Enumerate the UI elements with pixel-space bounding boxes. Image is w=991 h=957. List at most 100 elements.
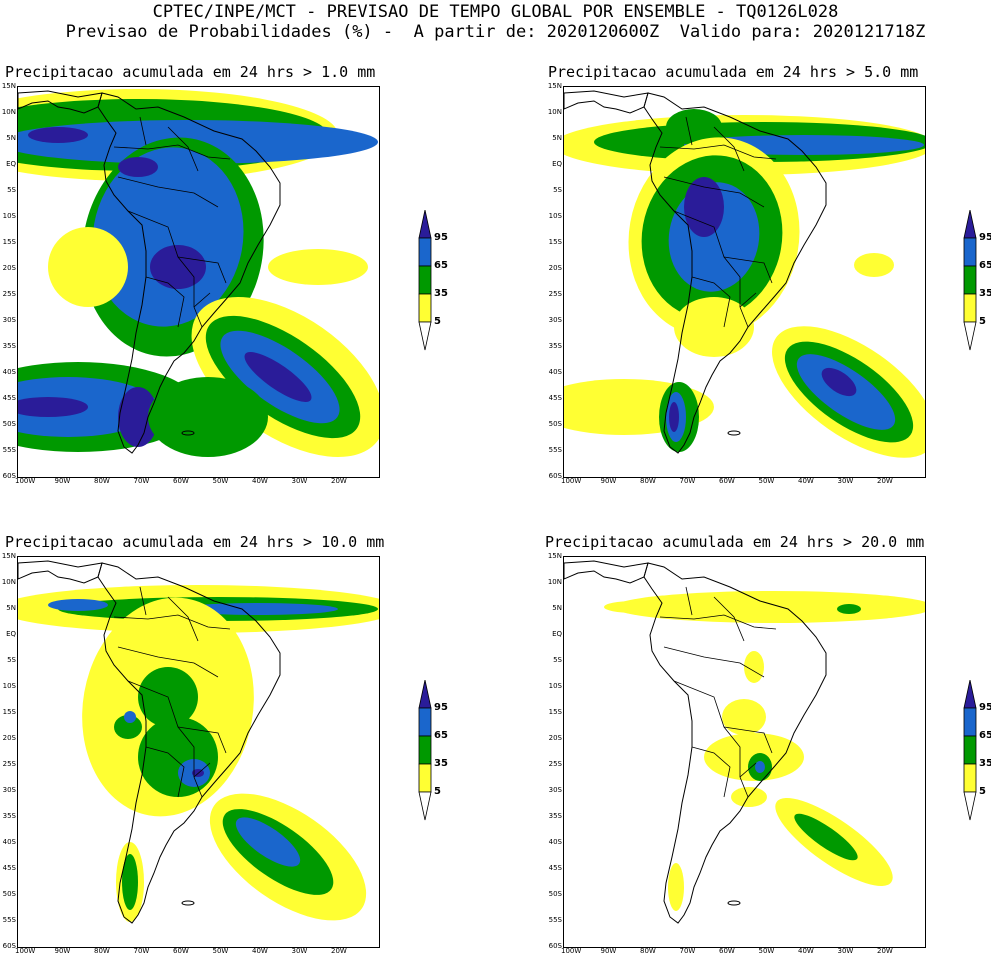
lat-tick-label: 30S [548, 786, 562, 794]
country-border [691, 276, 731, 328]
probability-area [837, 604, 861, 614]
colorbar-level-label: 65 [979, 730, 991, 741]
lat-tick-label: 30S [2, 786, 16, 794]
probability-area [604, 601, 664, 613]
map-canvas [18, 560, 379, 924]
lon-tick-label: 90W [54, 477, 71, 485]
probability-area [122, 854, 138, 910]
country-border [113, 144, 231, 160]
coastline [643, 562, 827, 924]
probability-area [854, 253, 894, 277]
country-border [145, 276, 185, 328]
lat-tick-label: 55S [548, 916, 562, 924]
country-border [177, 726, 227, 754]
probability-area [744, 651, 764, 683]
country-border [663, 646, 765, 678]
country-border [145, 746, 185, 798]
country-border [685, 586, 693, 616]
lat-tick-label: 25S [548, 290, 562, 298]
probability-area [674, 297, 754, 357]
lon-tick-label: 30W [837, 947, 854, 955]
lon-tick-label: 30W [837, 477, 854, 485]
panel-title: Precipitacao acumulada em 24 hrs > 20.0 … [545, 533, 925, 551]
lon-tick-label: 90W [600, 477, 617, 485]
lat-tick-label: 50S [2, 420, 16, 428]
lat-tick-label: 60S [2, 472, 16, 480]
lat-tick-label: 15S [2, 238, 16, 246]
lon-tick-label: 20W [877, 477, 893, 485]
coastline [18, 90, 103, 114]
lat-tick-label: 10N [1, 578, 16, 586]
colorbar-level-label: 95 [434, 702, 448, 713]
lat-tick-label: 60S [548, 942, 562, 950]
lat-tick-label: 10N [547, 108, 562, 116]
map-canvas [18, 89, 379, 457]
country-border [685, 116, 693, 146]
coastline [18, 560, 103, 584]
colorbar-level-label: 65 [434, 730, 448, 741]
lat-tick-label: 50S [548, 420, 562, 428]
lon-tick-label: 60W [173, 477, 189, 485]
lat-tick-label: 15N [547, 82, 562, 90]
lat-tick-label: 40S [548, 368, 562, 376]
lat-tick-label: 25S [2, 760, 16, 768]
lon-tick-label: 60W [719, 947, 735, 955]
lat-tick-label: EQ [552, 630, 562, 638]
lat-tick-label: 25S [548, 760, 562, 768]
lat-tick-label: 60S [2, 942, 16, 950]
probability-area [722, 699, 766, 735]
country-border [659, 144, 777, 160]
lat-tick-label: 30S [2, 316, 16, 324]
lat-tick-label: 15N [1, 552, 16, 560]
lon-tick-label: 40W [798, 477, 814, 485]
coastline [564, 560, 649, 584]
lon-tick-label: 30W [291, 477, 308, 485]
probability-area [92, 147, 244, 327]
probability-area [18, 397, 88, 417]
country-border [663, 176, 765, 208]
colorbar-level-label: 65 [979, 260, 991, 271]
colorbar-level-label: 95 [979, 232, 991, 243]
lat-tick-label: 45S [548, 394, 562, 402]
lon-tick-label: 100W [561, 477, 582, 485]
coastline [727, 430, 741, 436]
colorbar-level-label: 35 [979, 758, 991, 769]
probability-area [124, 711, 136, 723]
lat-tick-label: 40S [2, 838, 16, 846]
probability-area [794, 813, 858, 861]
lon-tick-label: 60W [173, 947, 189, 955]
country-border [139, 116, 147, 146]
country-border [739, 762, 757, 798]
lat-tick-label: 45S [2, 864, 16, 872]
lat-tick-label: 45S [548, 864, 562, 872]
lon-tick-label: 70W [133, 477, 150, 485]
lat-tick-label: 20S [548, 264, 562, 272]
probability-area [48, 227, 128, 307]
lat-tick-label: 5S [7, 186, 16, 194]
lat-tick-label: 10S [548, 682, 562, 690]
country-border [113, 614, 231, 630]
lon-tick-label: 50W [212, 947, 229, 955]
probability-area [668, 863, 684, 911]
probability-area [28, 127, 88, 143]
country-border [691, 746, 731, 798]
lon-tick-label: 80W [94, 477, 110, 485]
colorbar-level-label: 35 [434, 288, 448, 299]
lon-tick-label: 60W [719, 477, 735, 485]
lon-tick-label: 40W [798, 947, 814, 955]
country-border [713, 126, 745, 172]
lon-tick-label: 70W [679, 947, 696, 955]
colorbar-graphic [963, 210, 977, 351]
figure-title-line-1: CPTEC/INPE/MCT - PREVISAO DE TEMPO GLOBA… [152, 2, 839, 22]
lat-tick-label: 5S [7, 656, 16, 664]
lat-tick-label: 35S [548, 342, 562, 350]
country-border [193, 762, 211, 798]
colorbar-level-label: 35 [434, 758, 448, 769]
lat-tick-label: 10S [2, 682, 16, 690]
probability-area [666, 109, 722, 145]
lon-tick-label: 100W [15, 477, 36, 485]
country-border [723, 256, 773, 284]
lat-tick-label: 20S [2, 264, 16, 272]
lat-tick-label: 10S [2, 212, 16, 220]
coastline [727, 900, 741, 906]
